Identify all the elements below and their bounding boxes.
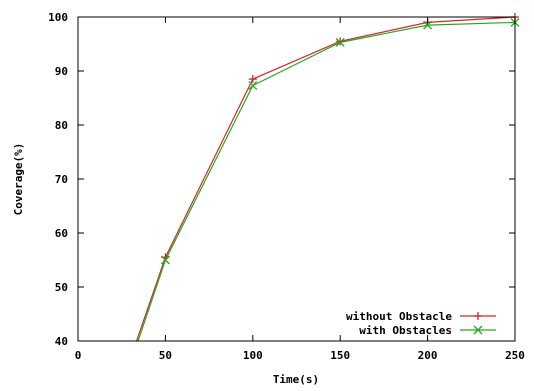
series-2-point (335, 37, 345, 47)
y-tick-label: 70 (55, 173, 68, 186)
x-tick-label: 200 (418, 349, 438, 362)
y-tick-label: 100 (48, 11, 68, 24)
x-tick-label: 50 (159, 349, 172, 362)
y-axis-label: Coverage(%) (12, 143, 25, 216)
x-tick-label: 150 (330, 349, 350, 362)
legend-swatch-marker (473, 325, 483, 335)
x-axis-label: Time(s) (273, 373, 319, 386)
y-tick-label: 50 (55, 281, 68, 294)
legend-item: with Obstacles (359, 324, 496, 337)
x-tick-label: 100 (243, 349, 263, 362)
series-2-point (248, 81, 258, 91)
y-tick-label: 60 (55, 227, 68, 240)
y-tick-label: 40 (55, 335, 68, 348)
axis-ticks (77, 16, 516, 342)
tick-labels: 0 50 100 150 200 250 40 50 60 70 80 90 100 (48, 11, 525, 362)
series-2-point (160, 255, 170, 265)
series-line-1 (135, 17, 515, 341)
series-lines (135, 17, 515, 341)
series-2-point (423, 20, 433, 30)
legend-label: with Obstacles (359, 324, 452, 337)
legend-item: without Obstacle (346, 310, 496, 323)
plot-frame (77, 16, 516, 342)
x-tick-label: 0 (75, 349, 82, 362)
y-tick-label: 90 (55, 65, 68, 78)
x-tick-label: 250 (505, 349, 525, 362)
legend-swatch-marker (474, 312, 482, 320)
series-line-2 (137, 21, 515, 341)
series-1-point (248, 75, 257, 84)
legend-label: without Obstacle (346, 310, 452, 323)
series-markers (160, 13, 520, 265)
series-1-point (336, 37, 345, 46)
y-tick-label: 80 (55, 119, 68, 132)
